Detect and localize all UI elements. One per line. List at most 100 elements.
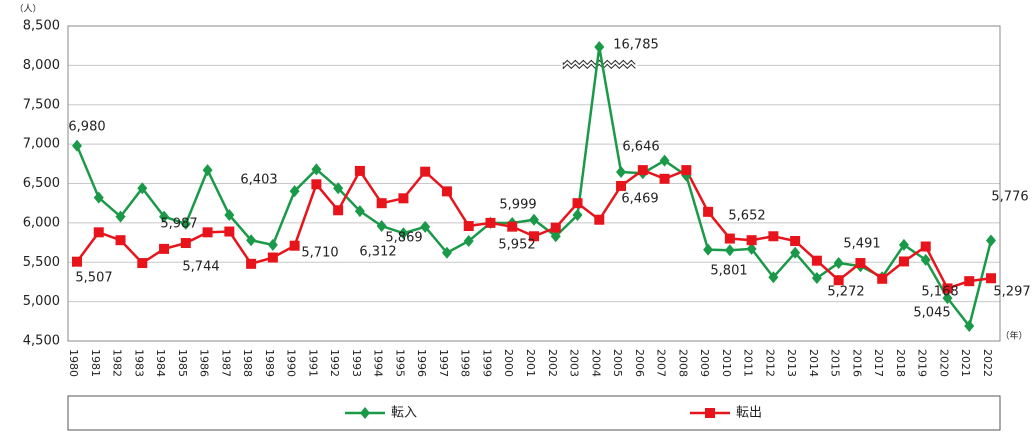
data-point	[180, 217, 191, 230]
x-tick-label: 2008	[676, 349, 689, 377]
x-tick-label: 1992	[328, 349, 341, 377]
x-tick-label: 2014	[807, 349, 820, 377]
legend-label: 転出	[736, 406, 762, 421]
data-point	[137, 258, 148, 269]
data-point	[703, 206, 714, 217]
x-tick-label: 2017	[872, 349, 885, 377]
data-point	[333, 182, 344, 195]
data-label: 5,744	[182, 260, 219, 275]
data-point	[463, 234, 474, 247]
data-point	[724, 244, 735, 257]
data-point	[202, 227, 213, 238]
x-tick-label: 2019	[916, 349, 929, 377]
data-point	[986, 234, 996, 247]
x-tick-label: 1980	[67, 349, 80, 377]
x-tick-label: 1989	[263, 349, 276, 377]
data-point	[72, 256, 82, 267]
x-tick-label: 1983	[132, 349, 145, 377]
data-point	[659, 173, 670, 184]
data-point	[115, 210, 126, 223]
y-tick-label: 4,500	[23, 334, 60, 349]
x-tick-label: 2021	[959, 349, 972, 377]
legend-item: 転入	[345, 406, 417, 421]
data-label: 16,785	[613, 38, 659, 53]
x-tick-label: 2022	[981, 349, 994, 377]
data-point	[790, 235, 801, 246]
data-point	[746, 242, 757, 255]
x-tick-label: 2001	[524, 349, 537, 377]
data-point	[811, 255, 822, 266]
x-tick-label: 1985	[176, 349, 189, 377]
data-point	[724, 233, 735, 244]
x-tick-label: 1982	[111, 349, 124, 377]
data-label: 5,869	[385, 231, 422, 246]
data-point	[964, 276, 975, 287]
data-label: 5,776	[991, 190, 1028, 205]
data-label: 5,045	[913, 306, 950, 321]
x-tick-label: 2007	[655, 349, 668, 377]
x-tick-label: 2018	[894, 349, 907, 377]
data-point	[920, 253, 931, 266]
y-tick-label: 6,500	[23, 176, 60, 191]
data-label: 6,312	[359, 245, 396, 260]
x-tick-label: 2012	[763, 349, 776, 377]
x-tick-label: 2013	[785, 349, 798, 377]
data-point	[137, 182, 148, 195]
data-point	[159, 243, 170, 254]
x-tick-label: 2006	[633, 349, 646, 377]
data-point	[594, 214, 605, 225]
data-label: 5,710	[301, 246, 338, 261]
data-label: 6,469	[621, 192, 658, 207]
x-tick-label: 2004	[589, 349, 602, 377]
data-point	[398, 227, 409, 240]
y-tick-label: 5,000	[23, 294, 60, 309]
data-point	[529, 213, 539, 226]
data-point	[333, 205, 344, 216]
x-tick-label: 2020	[937, 349, 950, 377]
x-tick-label: 1990	[285, 349, 298, 377]
x-tick-label: 2015	[829, 349, 842, 377]
x-tick-label: 2010	[720, 349, 733, 377]
data-point	[420, 166, 431, 177]
data-point	[529, 231, 539, 242]
data-point	[224, 209, 235, 221]
x-unit: （年）	[1000, 330, 1027, 342]
data-point	[616, 180, 627, 191]
data-point	[354, 165, 365, 176]
x-tick-label: 2016	[850, 349, 863, 377]
data-label: 5,999	[499, 198, 536, 213]
data-point	[420, 220, 431, 233]
data-point	[354, 205, 365, 218]
data-point	[964, 320, 975, 333]
data-label: 5,987	[160, 217, 197, 232]
data-point	[202, 164, 213, 177]
x-tick-label: 2011	[742, 349, 755, 377]
data-point	[616, 166, 627, 179]
legend-marker	[705, 408, 715, 418]
data-point	[289, 185, 300, 198]
data-point	[267, 238, 278, 251]
data-point	[93, 227, 104, 238]
x-tick-label: 1988	[241, 349, 254, 377]
data-point	[246, 234, 257, 247]
data-label: 6,980	[68, 120, 105, 135]
data-point	[855, 258, 866, 269]
data-point	[311, 163, 322, 176]
x-tick-label: 2000	[502, 349, 515, 377]
x-tick-label: 1986	[198, 349, 211, 377]
data-point	[159, 210, 170, 223]
x-tick-label: 1999	[480, 349, 493, 377]
x-tick-label: 1998	[459, 349, 472, 377]
data-point	[311, 179, 322, 190]
data-label: 5,952	[498, 238, 535, 253]
data-point	[790, 246, 801, 259]
data-point	[594, 41, 605, 53]
axis-break	[561, 58, 638, 69]
x-tick-label: 1995	[393, 349, 406, 377]
y-tick-label: 7,500	[23, 97, 60, 112]
data-point	[572, 198, 583, 209]
y-tick-label: 8,500	[23, 19, 60, 34]
data-label: 5,801	[710, 264, 747, 279]
x-tick-label: 2002	[546, 349, 559, 377]
data-point	[942, 292, 953, 305]
